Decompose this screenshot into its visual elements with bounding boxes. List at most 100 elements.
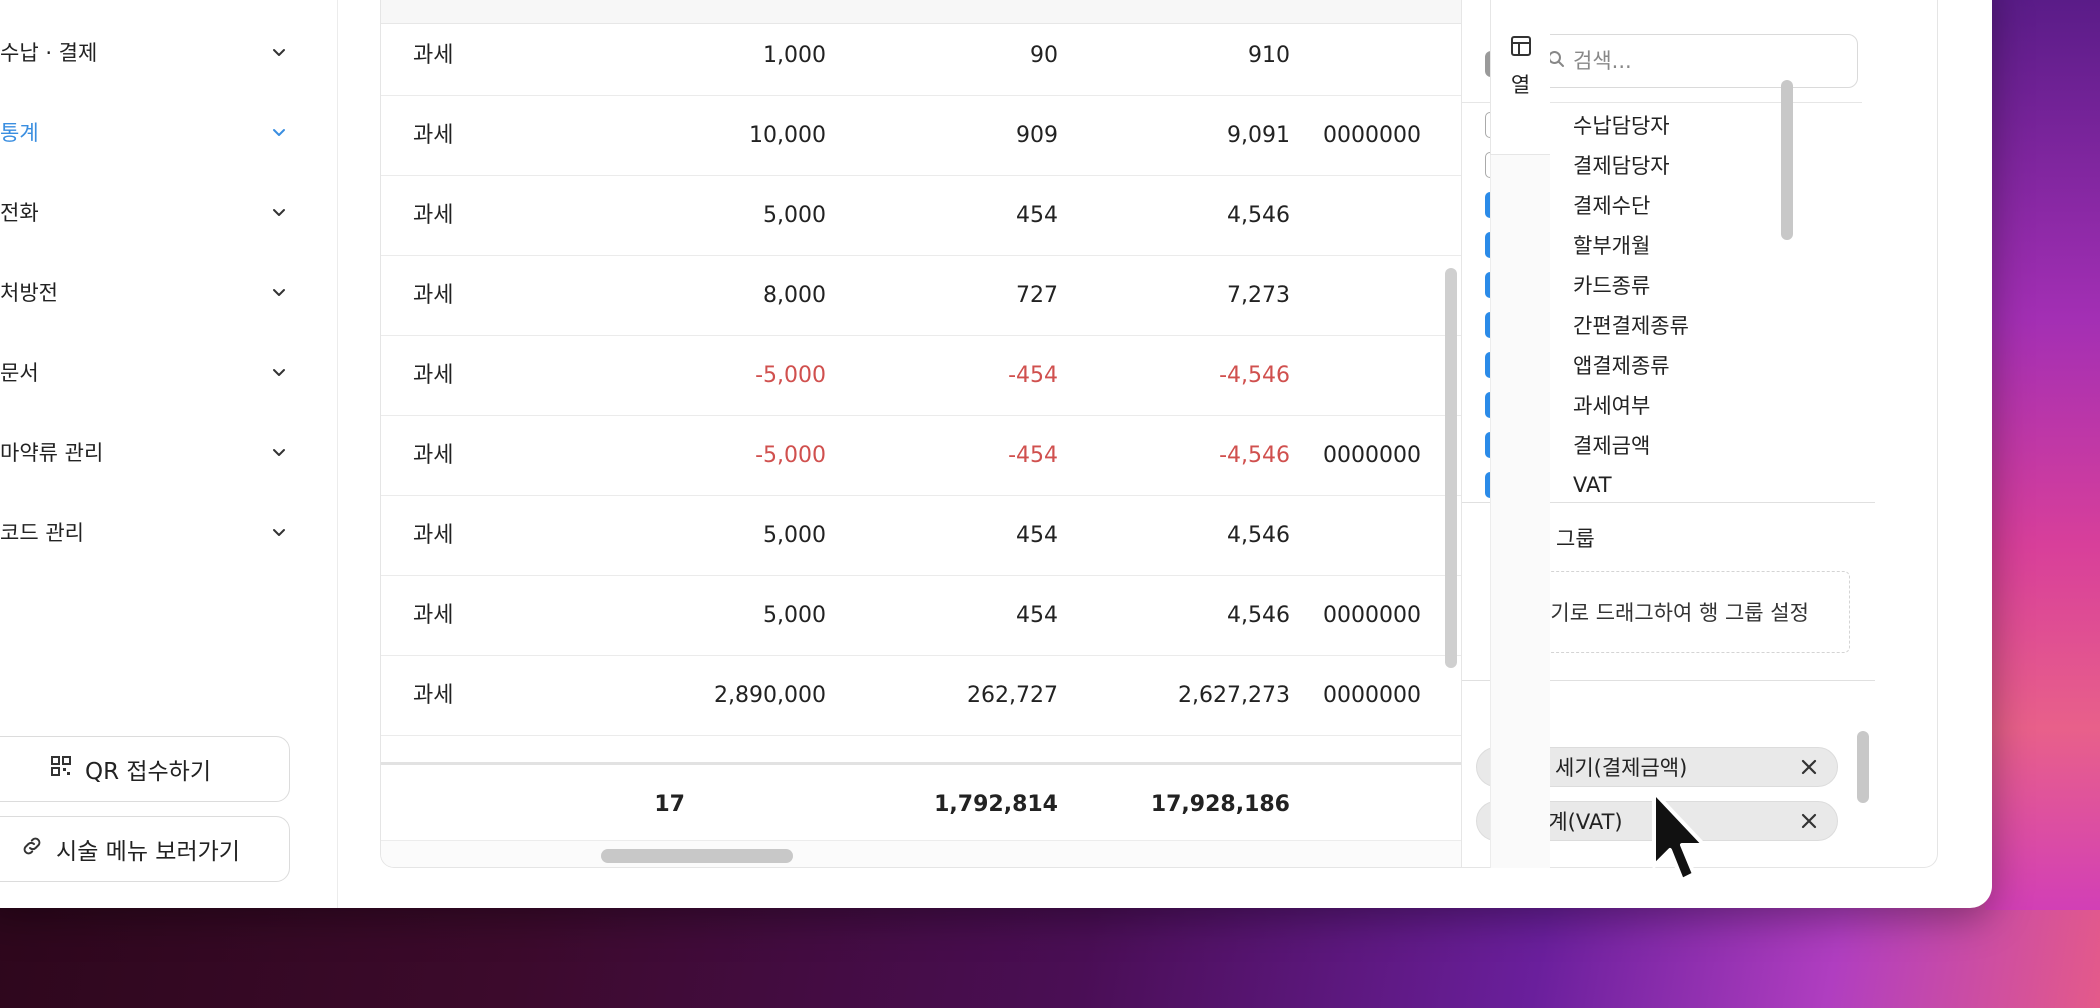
table-columns-icon [1509,34,1533,63]
remove-icon[interactable] [1797,809,1821,833]
column-label: 과세여부 [1573,394,1651,418]
chevron-down-icon [268,201,290,223]
vat-cell: 454 [1016,523,1058,548]
tax-cell: 과세 [413,123,454,148]
table-row[interactable]: 과세 10,000 909 9,091 0000000 [381,96,1461,176]
sidebar-item-phone[interactable]: 전화 [0,192,290,232]
row-group-drop-text: 여기로 드래그하여 행 그룹 설정 [1531,601,1809,625]
supply-amount-cell: 910 [1248,43,1290,68]
table-row[interactable]: 과세 8,000 727 7,273 [381,256,1461,336]
tax-cell: 과세 [413,603,454,628]
vat-cell: -454 [1008,363,1058,388]
sidebar-item-documents[interactable]: 문서 [0,352,290,392]
vat-cell: 909 [1016,123,1058,148]
horizontal-scrollbar-track [381,840,1461,867]
table-row[interactable]: 과세 2,890,000 262,727 2,627,273 0000000 [381,656,1461,736]
remove-icon[interactable] [1797,755,1821,779]
supply-amount-cell: 4,546 [1227,603,1290,628]
column-label: 앱결제종류 [1573,354,1670,378]
table-row[interactable]: 과세 1,000 90 910 [381,16,1461,96]
values-scrollbar[interactable] [1857,731,1869,803]
table-row[interactable]: 과세 -5,000 -454 -4,546 [381,336,1461,416]
supply-amount-cell: -4,546 [1219,363,1290,388]
sidebar-item-label: 전화 [0,201,39,225]
columns-side-tab-label: 열 [1510,73,1531,97]
sidebar-item-payment[interactable]: 수납 · 결제 [0,32,290,72]
sidebar-item-prescription[interactable]: 처방전 [0,272,290,312]
qr-checkin-button[interactable]: QR 접수하기 [0,736,290,802]
qr-checkin-label: QR 접수하기 [84,759,212,785]
tax-cell: 과세 [413,283,454,308]
sidebar-item-code-management[interactable]: 코드 관리 [0,512,290,552]
amount-cell: -5,000 [755,443,826,468]
column-search-box [1532,34,1858,88]
row-group-drop-zone[interactable]: 여기로 드래그하여 행 그룹 설정 [1490,571,1850,653]
column-label: 결제담당자 [1573,154,1670,178]
vat-cell: 90 [1030,43,1058,68]
footer-vat-total: 1,792,814 [934,792,1058,817]
column-label: 결제수단 [1573,194,1651,218]
chevron-down-icon [268,521,290,543]
supply-amount-cell: 7,273 [1227,283,1290,308]
table-row[interactable]: 과세 5,000 454 4,546 0000000 [381,576,1461,656]
column-label: 카드종류 [1573,274,1651,298]
supply-amount-cell: 2,627,273 [1178,683,1290,708]
tax-cell: 과세 [413,443,454,468]
vat-cell: 454 [1016,203,1058,228]
supply-amount-cell: -4,546 [1219,443,1290,468]
data-grid: 과세 1,000 90 910 과세 10,000 909 9,091 0000000 과세 5,0… [380,0,1938,868]
grid-header [381,0,1461,24]
column-search-input[interactable] [1573,49,1833,73]
supply-amount-cell: 4,546 [1227,203,1290,228]
extra-cell: 0000000 [1323,123,1421,148]
sidebar-item-label: 수납 · 결제 [0,41,98,65]
tax-cell: 과세 [413,363,454,388]
columns-side-tab[interactable]: 열 [1490,0,1550,155]
vat-cell: 727 [1016,283,1058,308]
chevron-down-icon [268,121,290,143]
amount-cell: 5,000 [763,203,826,228]
table-row[interactable]: 과세 -5,000 -454 -4,546 0000000 [381,416,1461,496]
column-label: 수납담당자 [1573,114,1670,138]
table-row[interactable]: 과세 5,000 454 4,546 [381,496,1461,576]
extra-cell: 0000000 [1323,683,1421,708]
amount-cell: 5,000 [763,603,826,628]
horizontal-scrollbar[interactable] [601,849,793,863]
column-label: 결제금액 [1573,434,1651,458]
supply-amount-cell: 9,091 [1227,123,1290,148]
sidebar-item-label: 통계 [0,121,39,145]
chevron-down-icon [268,281,290,303]
vat-cell: 454 [1016,603,1058,628]
qr-code-icon [49,754,73,784]
vertical-scrollbar[interactable] [1445,268,1457,668]
column-label: 할부개월 [1573,234,1651,258]
tax-cell: 과세 [413,523,454,548]
tax-cell: 과세 [413,203,454,228]
footer-count: 17 [654,792,685,817]
value-pill-label: 값 세기(결제금액) [1529,756,1688,780]
amount-cell: 10,000 [749,123,826,148]
grid-footer-row: 17 1,792,814 17,928,186 [381,762,1461,842]
link-icon [20,834,44,864]
footer-supply-total: 17,928,186 [1150,792,1290,817]
sidebar-item-label: 처방전 [0,281,58,305]
amount-cell: 1,000 [763,43,826,68]
amount-cell: 8,000 [763,283,826,308]
amount-cell: -5,000 [755,363,826,388]
column-list-scrollbar[interactable] [1781,80,1793,240]
column-label: 간편결제종류 [1573,314,1689,338]
vat-cell: 262,727 [967,683,1058,708]
amount-cell: 2,890,000 [714,683,826,708]
table-row[interactable]: 과세 5,000 454 4,546 [381,176,1461,256]
sidebar-item-statistics[interactable]: 통계 [0,112,290,152]
extra-cell: 0000000 [1323,443,1421,468]
sidebar-item-narcotics[interactable]: 마약류 관리 [0,432,290,472]
tax-cell: 과세 [413,43,454,68]
chevron-down-icon [268,441,290,463]
sidebar-item-label: 마약류 관리 [0,441,104,465]
sidebar: 수납 · 결제 통계 전화 처방전 문서 마약류 관리 코드 관리 [0,0,338,908]
chevron-down-icon [268,361,290,383]
mouse-cursor-icon [1648,788,1708,888]
view-treatment-menu-label: 시술 메뉴 보러가기 [56,839,240,865]
view-treatment-menu-button[interactable]: 시술 메뉴 보러가기 [0,816,290,882]
